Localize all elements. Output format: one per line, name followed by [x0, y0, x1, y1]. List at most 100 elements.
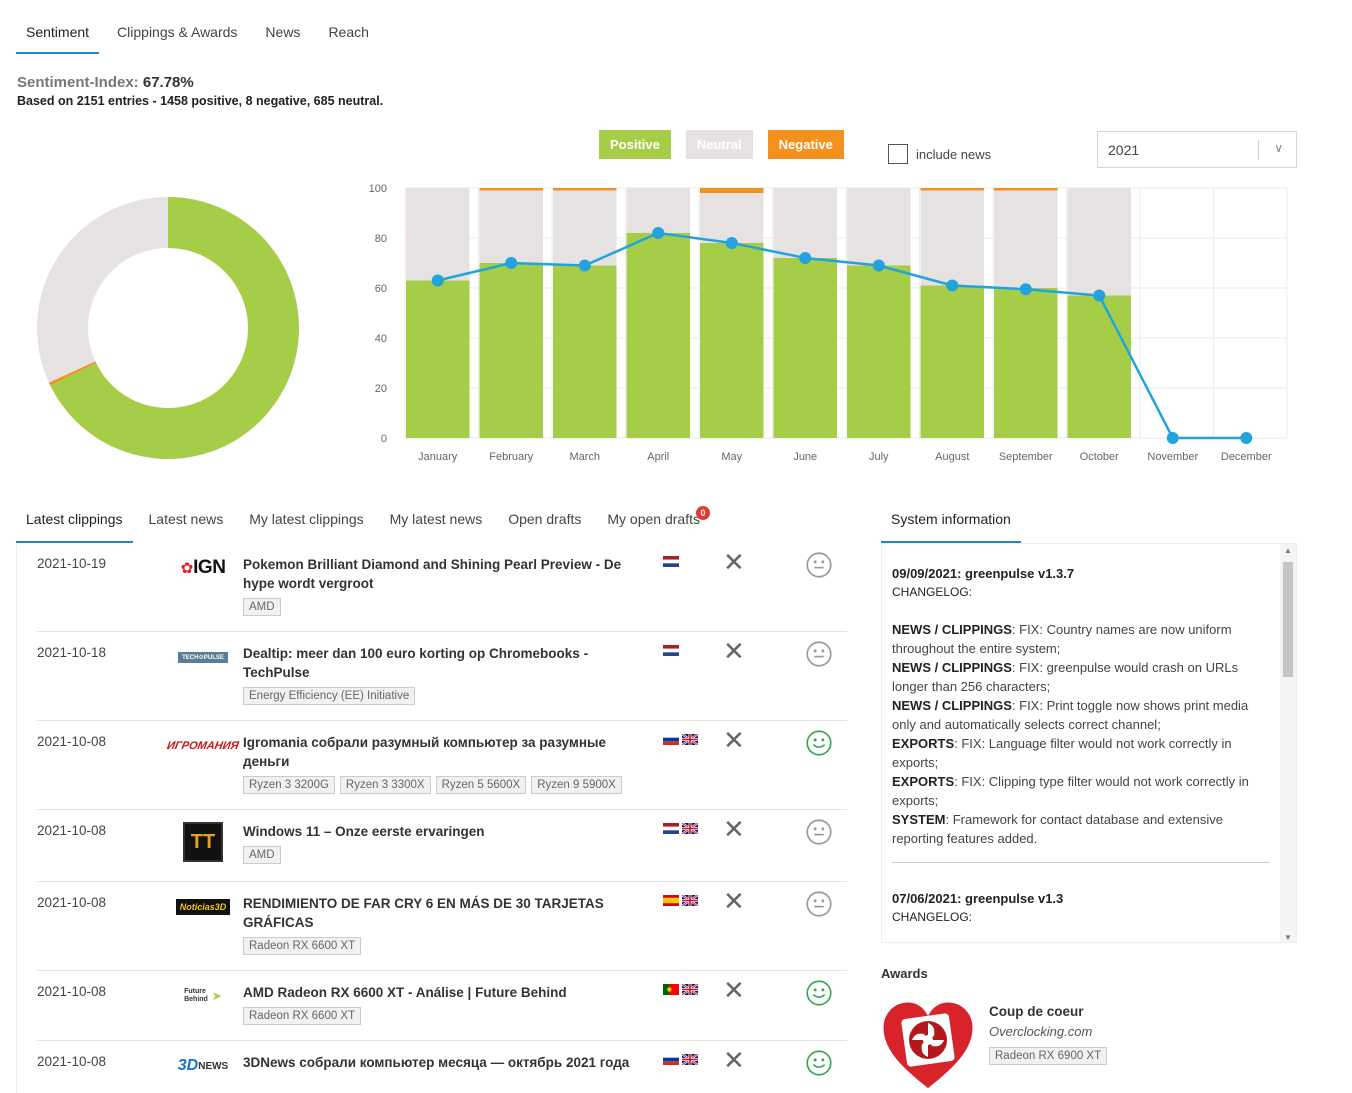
bar-positive-march[interactable]: [553, 265, 617, 439]
clipping-tag[interactable]: Energy Efficiency (EE) Initiative: [243, 687, 416, 705]
bar-positive-september[interactable]: [994, 288, 1058, 438]
award-tag[interactable]: Radeon RX 6900 XT: [989, 1047, 1108, 1065]
award-source[interactable]: Overclocking.com: [989, 1024, 1093, 1039]
legend-negative-toggle[interactable]: Negative: [767, 130, 844, 159]
bar-neutral-april[interactable]: [626, 188, 691, 233]
remove-icon[interactable]: ✕: [723, 814, 745, 844]
bar-negative-march[interactable]: [553, 188, 617, 191]
tab-open-drafts[interactable]: Open drafts: [508, 511, 582, 527]
clipping-tag[interactable]: Ryzen 5 5600X: [435, 776, 527, 794]
legend-neutral-toggle[interactable]: Neutral: [685, 130, 753, 159]
bar-neutral-march[interactable]: [553, 190, 617, 266]
clipping-tag[interactable]: AMD: [243, 846, 281, 864]
clipping-row[interactable]: 2021-10-08 Noticias3D RENDIMIENTO DE FAR C…: [37, 882, 847, 971]
legend-positive-toggle[interactable]: Positive: [599, 130, 671, 159]
bar-positive-july[interactable]: [847, 265, 911, 439]
tab-sentiment[interactable]: Sentiment: [16, 18, 100, 54]
line-point-december[interactable]: [1240, 432, 1253, 444]
line-point-september[interactable]: [1019, 283, 1032, 296]
clipping-row[interactable]: 2021-10-08 3D NEWS 3DNews собрали компьютер…: [37, 1041, 847, 1093]
tab-clippings-awards[interactable]: Clippings & Awards: [117, 24, 238, 40]
remove-icon[interactable]: ✕: [723, 1045, 745, 1075]
bar-positive-january[interactable]: [406, 280, 470, 439]
sentiment-neutral-icon[interactable]: [806, 891, 832, 920]
scroll-up-icon[interactable]: ▲: [1284, 546, 1292, 555]
bar-positive-june[interactable]: [773, 258, 838, 438]
clipping-row[interactable]: 2021-10-08 ИГРОМАНИЯ Igromania собрали раз…: [37, 721, 847, 810]
publication-logo[interactable]: TECH⚙PULSE: [175, 646, 231, 668]
include-news-option[interactable]: include news: [888, 144, 991, 164]
clipping-row[interactable]: 2021-10-18 TECH⚙PULSE Dealtip: meer dan 10…: [37, 632, 847, 721]
tab-my-open-drafts[interactable]: My open drafts 0: [597, 505, 710, 543]
bar-neutral-october[interactable]: [1067, 188, 1132, 296]
bar-negative-may[interactable]: [700, 188, 764, 193]
publication-logo[interactable]: Noticias3D: [175, 896, 231, 918]
publication-logo[interactable]: 3D NEWS: [177, 1057, 229, 1074]
bar-neutral-january[interactable]: [406, 188, 470, 281]
tab-reach[interactable]: Reach: [328, 24, 369, 40]
clipping-row[interactable]: 2021-10-08 Future Behind ➤ AMD Radeon RX 660…: [37, 971, 847, 1041]
line-point-march[interactable]: [578, 259, 591, 272]
clipping-row[interactable]: 2021-10-19 ✿ IGN Pokemon Brilliant Diamond …: [37, 543, 847, 632]
chevron-down-icon[interactable]: ∨: [1274, 141, 1283, 155]
remove-icon[interactable]: ✕: [723, 886, 745, 916]
line-point-may[interactable]: [725, 237, 738, 249]
bar-positive-february[interactable]: [479, 263, 544, 438]
bar-positive-october[interactable]: [1067, 295, 1132, 439]
clipping-title[interactable]: 3DNews собрали компьютер месяца — октябр…: [243, 1055, 630, 1070]
clipping-tag[interactable]: Radeon RX 6600 XT: [243, 937, 362, 955]
line-point-july[interactable]: [872, 259, 885, 272]
line-point-august[interactable]: [946, 279, 959, 292]
clipping-title[interactable]: AMD Radeon RX 6600 XT - Análise | Future…: [243, 985, 567, 1000]
clipping-row[interactable]: 2021-10-08 TT Windows 11 – Onze eerste erv…: [37, 810, 847, 882]
changelog-scrollbar[interactable]: ▲ ▼: [1280, 544, 1296, 942]
tab-system-information[interactable]: System information: [881, 505, 1021, 543]
remove-icon[interactable]: ✕: [723, 547, 745, 577]
tab-latest-clippings[interactable]: Latest clippings: [16, 505, 133, 543]
donut-slice-positive[interactable]: [50, 197, 299, 459]
year-select[interactable]: 2021 ∨: [1097, 131, 1297, 168]
line-point-april[interactable]: [652, 227, 665, 239]
line-point-november[interactable]: [1166, 432, 1179, 444]
clipping-tag[interactable]: Ryzen 3 3300X: [339, 776, 431, 794]
clipping-tag[interactable]: Ryzen 3 3200G: [243, 776, 335, 794]
clipping-tag[interactable]: Ryzen 9 5900X: [531, 776, 622, 794]
publication-logo[interactable]: TT: [175, 822, 231, 862]
bar-neutral-september[interactable]: [994, 190, 1058, 289]
bar-negative-september[interactable]: [994, 188, 1058, 191]
remove-icon[interactable]: ✕: [723, 636, 745, 666]
line-point-february[interactable]: [505, 257, 518, 269]
publication-logo[interactable]: ИГРОМАНИЯ: [166, 740, 240, 752]
clipping-title[interactable]: RENDIMIENTO DE FAR CRY 6 EN MÁS DE 30 TA…: [243, 896, 604, 930]
clipping-title[interactable]: Pokemon Brilliant Diamond and Shining Pe…: [243, 557, 622, 591]
publication-logo[interactable]: ✿ IGN: [180, 557, 226, 578]
sentiment-positive-icon[interactable]: [806, 730, 832, 759]
bar-neutral-june[interactable]: [773, 188, 838, 258]
bar-neutral-february[interactable]: [479, 190, 544, 264]
tab-latest-news[interactable]: Latest news: [148, 511, 224, 527]
publication-logo[interactable]: Future Behind ➤: [184, 988, 222, 1003]
clipping-title[interactable]: Dealtip: meer dan 100 euro korting op Ch…: [243, 646, 589, 680]
line-point-june[interactable]: [799, 252, 812, 264]
tab-news[interactable]: News: [265, 24, 301, 40]
remove-icon[interactable]: ✕: [723, 725, 745, 755]
clipping-title[interactable]: Windows 11 – Onze eerste ervaringen: [243, 824, 485, 839]
line-point-january[interactable]: [431, 274, 444, 287]
donut-slice-neutral[interactable]: [36, 197, 169, 383]
bar-positive-august[interactable]: [920, 285, 985, 439]
tab-my-latest-clippings[interactable]: My latest clippings: [249, 511, 364, 527]
sentiment-neutral-icon[interactable]: [806, 819, 832, 848]
scroll-thumb[interactable]: [1283, 562, 1293, 677]
clipping-tag[interactable]: Radeon RX 6600 XT: [243, 1007, 362, 1025]
bar-positive-april[interactable]: [626, 233, 691, 438]
donut-slice-negative[interactable]: [48, 361, 97, 386]
bar-positive-may[interactable]: [700, 243, 764, 438]
tab-my-latest-news[interactable]: My latest news: [389, 511, 483, 527]
sentiment-neutral-icon[interactable]: [806, 641, 832, 670]
remove-icon[interactable]: ✕: [723, 975, 745, 1005]
sentiment-positive-icon[interactable]: [806, 1050, 832, 1079]
bar-neutral-july[interactable]: [847, 188, 911, 266]
bar-neutral-august[interactable]: [920, 190, 985, 286]
clipping-title[interactable]: Igromania собрали разумный компьютер за …: [243, 735, 607, 769]
sentiment-positive-icon[interactable]: [806, 980, 832, 1009]
